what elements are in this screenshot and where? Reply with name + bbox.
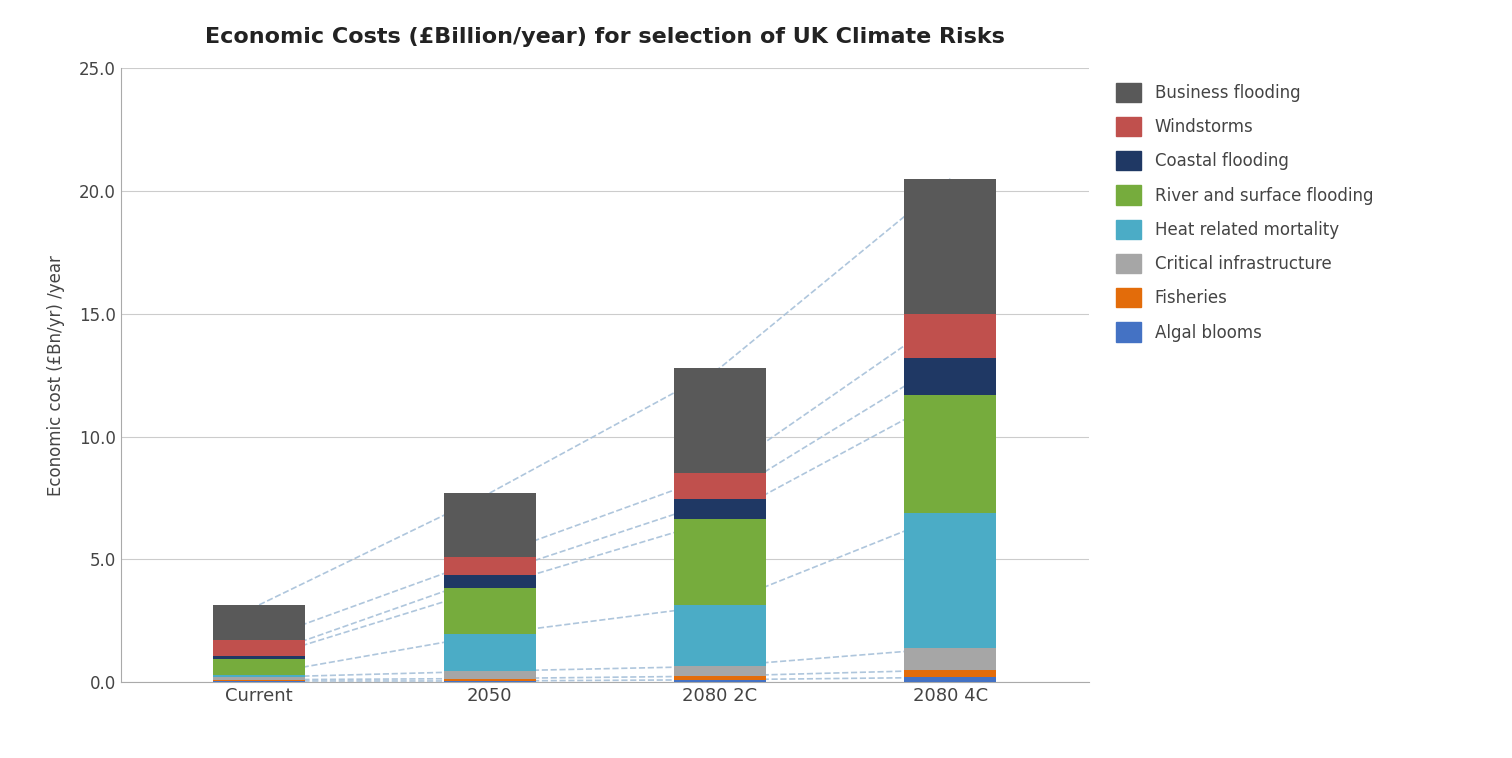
- Bar: [674, 666, 767, 676]
- Bar: [674, 368, 767, 474]
- Bar: [213, 659, 305, 675]
- Bar: [904, 395, 996, 512]
- Bar: [213, 656, 305, 659]
- Bar: [904, 358, 996, 395]
- Bar: [213, 680, 305, 681]
- Bar: [443, 587, 535, 634]
- Bar: [213, 681, 305, 682]
- Bar: [443, 671, 535, 678]
- Bar: [904, 179, 996, 314]
- Bar: [674, 605, 767, 666]
- Bar: [674, 519, 767, 605]
- Bar: [443, 634, 535, 671]
- Bar: [443, 493, 535, 557]
- Legend: Business flooding, Windstorms, Coastal flooding, River and surface flooding, Hea: Business flooding, Windstorms, Coastal f…: [1116, 83, 1373, 342]
- Y-axis label: Economic cost (£Bn/yr) /year: Economic cost (£Bn/yr) /year: [47, 255, 65, 496]
- Bar: [443, 678, 535, 681]
- Bar: [674, 474, 767, 500]
- Bar: [904, 648, 996, 670]
- Bar: [674, 500, 767, 519]
- Bar: [674, 680, 767, 682]
- Title: Economic Costs (£Billion/year) for selection of UK Climate Risks: Economic Costs (£Billion/year) for selec…: [204, 27, 1005, 47]
- Bar: [213, 678, 305, 680]
- Bar: [904, 670, 996, 678]
- Bar: [213, 675, 305, 678]
- Bar: [904, 512, 996, 648]
- Bar: [213, 641, 305, 656]
- Bar: [904, 678, 996, 682]
- Bar: [443, 557, 535, 575]
- Bar: [904, 314, 996, 358]
- Bar: [443, 575, 535, 587]
- Bar: [443, 681, 535, 682]
- Bar: [213, 605, 305, 641]
- Bar: [674, 676, 767, 680]
